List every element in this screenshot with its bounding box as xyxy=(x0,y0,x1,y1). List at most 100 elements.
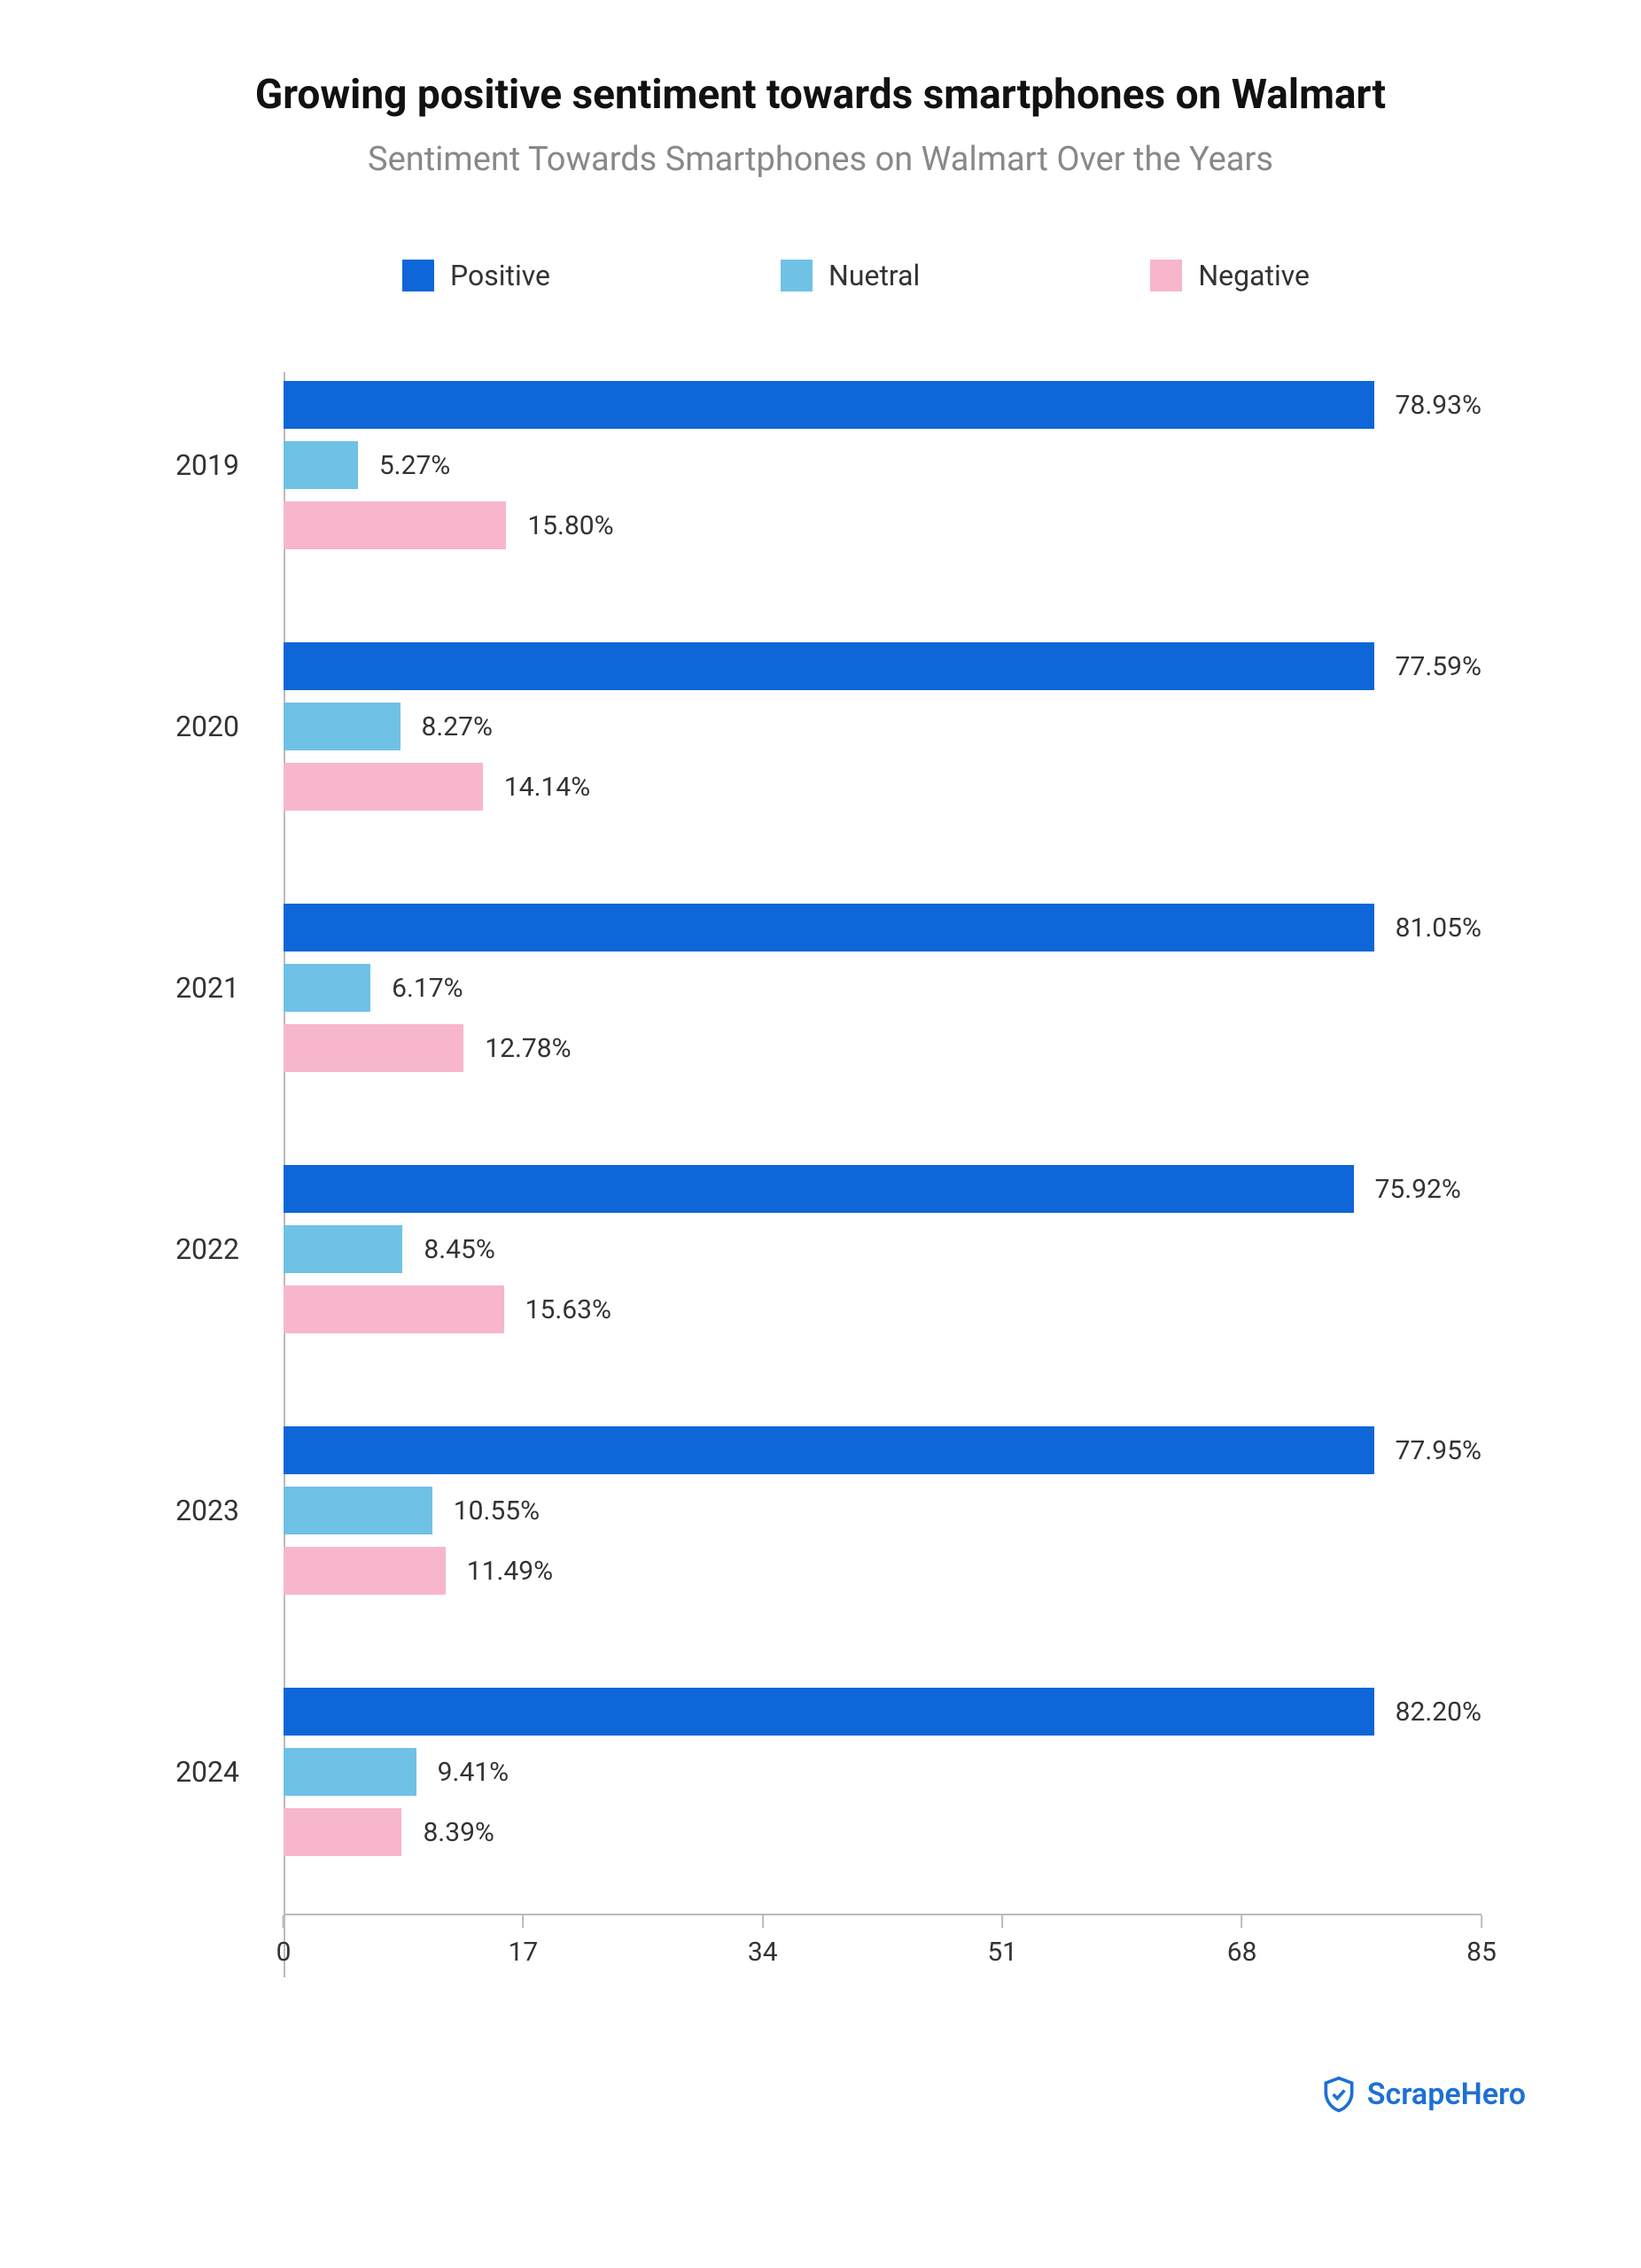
bar-value-label: 8.27% xyxy=(422,711,493,742)
year-group: 202275.92%8.45%15.63% xyxy=(284,1165,1482,1333)
legend-label: Nuetral xyxy=(828,259,920,292)
legend-label: Positive xyxy=(450,259,550,292)
brand-name: ScrapeHero xyxy=(1367,2077,1526,2112)
x-tick-label: 68 xyxy=(1227,1937,1257,1968)
x-tick: 17 xyxy=(509,1915,539,1968)
bar-value-label: 10.55% xyxy=(454,1495,540,1526)
bar-row: 77.59% xyxy=(284,642,1482,690)
year-group: 202181.05%6.17%12.78% xyxy=(284,904,1482,1072)
bar-row: 12.78% xyxy=(284,1024,1482,1072)
legend: Positive Nuetral Negative xyxy=(106,259,1535,292)
bar xyxy=(284,1808,401,1856)
footer-attribution: ScrapeHero xyxy=(106,2075,1535,2114)
bar-row: 8.27% xyxy=(284,703,1482,750)
bar xyxy=(284,1285,504,1333)
legend-swatch xyxy=(781,260,813,291)
bar xyxy=(284,441,358,489)
bar xyxy=(284,1688,1374,1736)
legend-item: Positive xyxy=(402,259,550,292)
chart-container: Growing positive sentiment towards smart… xyxy=(106,71,1535,2114)
bar-row: 77.95% xyxy=(284,1426,1482,1474)
x-tick-mark xyxy=(1481,1915,1482,1928)
plot-area: 201978.93%5.27%15.80%202077.59%8.27%14.1… xyxy=(284,381,1482,1977)
bar-value-label: 77.95% xyxy=(1396,1435,1482,1466)
bar-value-label: 9.41% xyxy=(438,1757,509,1788)
bar-row: 82.20% xyxy=(284,1688,1482,1736)
bar xyxy=(284,904,1374,951)
x-tick-label: 85 xyxy=(1466,1937,1497,1968)
bar-value-label: 15.63% xyxy=(525,1294,611,1325)
bar-row: 5.27% xyxy=(284,441,1482,489)
bar xyxy=(284,703,401,750)
legend-item: Negative xyxy=(1150,259,1310,292)
bar xyxy=(284,1165,1354,1213)
bar-value-label: 78.93% xyxy=(1396,390,1482,421)
bar-row: 81.05% xyxy=(284,904,1482,951)
x-tick: 51 xyxy=(987,1915,1017,1968)
bar-value-label: 12.78% xyxy=(485,1033,571,1064)
x-tick: 34 xyxy=(748,1915,778,1968)
brand-shield-icon xyxy=(1319,2075,1358,2114)
legend-swatch xyxy=(1150,260,1182,291)
bar-row: 10.55% xyxy=(284,1487,1482,1534)
bar xyxy=(284,964,370,1012)
bar-value-label: 77.59% xyxy=(1396,651,1482,682)
bar xyxy=(284,763,483,811)
bar-row: 78.93% xyxy=(284,381,1482,429)
bar-value-label: 6.17% xyxy=(392,973,463,1004)
bar-value-label: 5.27% xyxy=(379,450,450,481)
x-tick-label: 51 xyxy=(987,1937,1017,1968)
x-tick: 0 xyxy=(276,1915,292,1968)
bar xyxy=(284,1547,446,1595)
bar xyxy=(284,1487,432,1534)
bar xyxy=(284,501,506,549)
year-group: 202377.95%10.55%11.49% xyxy=(284,1426,1482,1595)
bar-value-label: 8.45% xyxy=(424,1234,494,1265)
year-label: 2019 xyxy=(115,448,239,482)
year-label: 2022 xyxy=(115,1232,239,1266)
x-tick-mark xyxy=(522,1915,524,1928)
year-label: 2024 xyxy=(115,1755,239,1789)
bar-row: 8.39% xyxy=(284,1808,1482,1856)
bar-row: 11.49% xyxy=(284,1547,1482,1595)
legend-swatch xyxy=(402,260,434,291)
legend-label: Negative xyxy=(1198,259,1310,292)
bar-row: 8.45% xyxy=(284,1225,1482,1273)
bar-value-label: 8.39% xyxy=(423,1817,494,1848)
x-tick: 68 xyxy=(1227,1915,1257,1968)
x-tick-mark xyxy=(283,1915,284,1928)
chart-subtitle: Sentiment Towards Smartphones on Walmart… xyxy=(106,140,1535,179)
bar-value-label: 15.80% xyxy=(527,510,613,541)
year-label: 2021 xyxy=(115,971,239,1005)
bar-value-label: 14.14% xyxy=(504,772,590,803)
x-axis-ticks: 01734516885 xyxy=(284,1915,1482,1977)
bar-value-label: 82.20% xyxy=(1396,1697,1482,1728)
x-tick-label: 0 xyxy=(276,1937,292,1968)
year-label: 2020 xyxy=(115,710,239,743)
bar xyxy=(284,1225,402,1273)
bar-row: 14.14% xyxy=(284,763,1482,811)
chart-title: Growing positive sentiment towards smart… xyxy=(106,71,1535,119)
bar xyxy=(284,381,1374,429)
bar-row: 75.92% xyxy=(284,1165,1482,1213)
legend-item: Nuetral xyxy=(781,259,920,292)
bar-row: 6.17% xyxy=(284,964,1482,1012)
x-tick-mark xyxy=(1241,1915,1243,1928)
x-tick-mark xyxy=(1001,1915,1003,1928)
x-tick-mark xyxy=(762,1915,764,1928)
bar-value-label: 11.49% xyxy=(467,1556,553,1587)
bar xyxy=(284,1748,416,1796)
bar xyxy=(284,642,1374,690)
bar-value-label: 75.92% xyxy=(1375,1174,1461,1205)
x-tick: 85 xyxy=(1466,1915,1497,1968)
bar-value-label: 81.05% xyxy=(1396,913,1482,944)
x-tick-label: 17 xyxy=(509,1937,539,1968)
x-tick-label: 34 xyxy=(748,1937,778,1968)
year-group: 201978.93%5.27%15.80% xyxy=(284,381,1482,549)
year-label: 2023 xyxy=(115,1494,239,1527)
bar-row: 9.41% xyxy=(284,1748,1482,1796)
bar xyxy=(284,1426,1374,1474)
year-group: 202482.20%9.41%8.39% xyxy=(284,1688,1482,1856)
bar-row: 15.63% xyxy=(284,1285,1482,1333)
bar xyxy=(284,1024,463,1072)
